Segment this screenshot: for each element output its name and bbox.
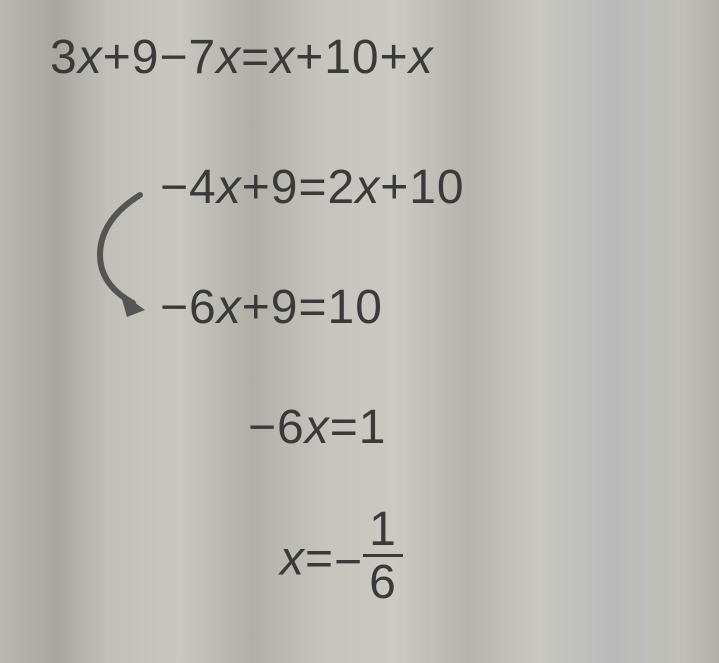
operator-minus: − [159, 31, 188, 84]
variable: x [355, 161, 380, 214]
negative-sign: − [248, 401, 277, 454]
variable: x [78, 31, 103, 84]
constant: 9 [271, 281, 299, 334]
variable: x [280, 533, 305, 586]
equals-sign: = [241, 31, 270, 84]
coefficient: 7 [188, 31, 216, 84]
equation-solution: x=−16 [280, 510, 403, 614]
variable: x [216, 31, 241, 84]
constant: 9 [271, 161, 299, 214]
operator-plus: + [242, 161, 271, 214]
coefficient: 6 [277, 401, 305, 454]
negative-sign: − [334, 535, 363, 588]
equals-sign: = [298, 281, 327, 334]
coefficient: 4 [189, 161, 217, 214]
constant: 10 [409, 161, 464, 214]
variable: x [305, 401, 330, 454]
variable: x [270, 31, 295, 84]
step-arrow-icon [85, 185, 165, 325]
equals-sign: = [305, 533, 334, 586]
fraction: 16 [363, 506, 403, 610]
constant: 9 [132, 31, 160, 84]
variable: x [409, 31, 434, 84]
equation-step-3: −6x+9=10 [160, 280, 383, 335]
constant: 10 [324, 31, 379, 84]
equals-sign: = [298, 161, 327, 214]
equals-sign: = [330, 401, 359, 454]
equation-step-2: −4x+9=2x+10 [160, 160, 465, 215]
variable: x [217, 281, 242, 334]
operator-plus: + [380, 31, 409, 84]
operator-plus: + [295, 31, 324, 84]
coefficient: 3 [50, 31, 78, 84]
operator-plus: + [103, 31, 132, 84]
denominator: 6 [363, 557, 403, 610]
equation-step-1: 3x+9−7x=x+10+x [50, 30, 434, 85]
operator-plus: + [380, 161, 409, 214]
coefficient: 2 [328, 161, 356, 214]
variable: x [217, 161, 242, 214]
equation-step-4: −6x=1 [248, 400, 386, 455]
numerator: 1 [363, 506, 403, 557]
coefficient: 6 [189, 281, 217, 334]
constant: 10 [328, 281, 383, 334]
operator-plus: + [242, 281, 271, 334]
constant: 1 [359, 401, 387, 454]
